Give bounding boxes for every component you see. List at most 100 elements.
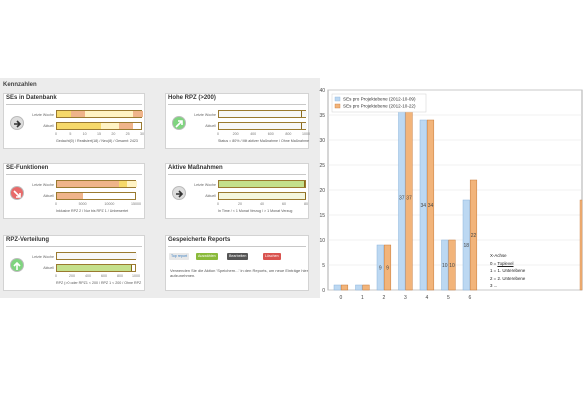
tick-label: 60 bbox=[282, 202, 286, 206]
tick-label: 400 bbox=[85, 274, 91, 278]
x-tick-label: 1 bbox=[361, 295, 364, 301]
y-tick-label: 40 bbox=[319, 88, 325, 94]
x-tick-label: 3 bbox=[404, 295, 407, 301]
panel-title: RPZ-Verteilung bbox=[6, 237, 50, 243]
arrow-up-right-icon bbox=[172, 116, 186, 130]
tick-label: 10 bbox=[82, 132, 87, 136]
panel-aktive-massnahmen[interactable]: Aktive Maßnahmen Letzte Woche Aktuell 0 2… bbox=[165, 163, 309, 219]
data-label: 34 bbox=[428, 203, 434, 209]
saved-reports-hint: Verwenden Sie die Aktion 'Speichern...' … bbox=[170, 268, 309, 278]
bar-1-series-1 bbox=[355, 284, 363, 291]
row-label-current: Aktuell bbox=[43, 124, 54, 128]
tick-label: 0 bbox=[217, 132, 219, 136]
panel-title: Aktive Maßnahmen bbox=[168, 165, 223, 171]
tick-label: 20 bbox=[111, 132, 116, 136]
y-tick-label: 10 bbox=[319, 238, 325, 244]
bar-6-series-2 bbox=[469, 179, 478, 291]
data-label: 9 bbox=[379, 266, 382, 272]
bar-current bbox=[218, 122, 307, 130]
bar-6-series-1 bbox=[462, 199, 470, 291]
panel-title: Gespeicherte Reports bbox=[168, 237, 231, 243]
row-label-last-week: Letzte Woche bbox=[32, 183, 54, 187]
dashboard-title: Kennzahlen bbox=[3, 82, 37, 88]
bar-5-series-2 bbox=[448, 239, 456, 291]
axis-ticks: 0 20 40 60 80 bbox=[217, 202, 308, 207]
tick-label: 40 bbox=[260, 202, 264, 206]
row-label-last-week: Letzte Woche bbox=[32, 113, 54, 117]
panel-se-funktionen[interactable]: SE-Funktionen Letzte Woche Aktuell 0 5000… bbox=[3, 163, 145, 219]
tick-label: 800 bbox=[285, 132, 292, 136]
axis-ticks: 0 200 400 600 800 1000 bbox=[55, 274, 140, 279]
tick-label: 15 bbox=[97, 132, 101, 136]
row-label-current: Aktuell bbox=[43, 194, 54, 198]
legend: SEs pro Projektebene (2012-10-09) SEs pro… bbox=[331, 93, 427, 113]
note-line: 2 = 2. Unterebene bbox=[490, 275, 526, 281]
arrow-right-icon bbox=[10, 116, 24, 130]
x-tick-label: 4 bbox=[426, 295, 429, 301]
bar-current bbox=[56, 264, 136, 272]
x-tick-label: 6 bbox=[469, 295, 472, 301]
tick-label: 0 bbox=[55, 132, 57, 136]
arrow-up-icon bbox=[10, 258, 24, 272]
y-tick-label: 0 bbox=[322, 288, 325, 294]
tick-label: 10000 bbox=[104, 202, 115, 206]
bar-4-series-2 bbox=[426, 119, 435, 291]
y-tick-label: 5 bbox=[322, 263, 325, 269]
tag-auswaehlen[interactable]: Auswählen bbox=[196, 253, 218, 260]
panel-caption: RPZ (>0 oder RPZ1 < 200 / RPZ 1 < 200 / … bbox=[56, 281, 142, 285]
panel-caption: Status = 80% / Mit aktiver Maßnahme / Oh… bbox=[218, 139, 309, 143]
data-label: 10 bbox=[442, 263, 448, 269]
bar-1-series-2 bbox=[362, 284, 370, 291]
bars bbox=[333, 104, 583, 291]
panel-hohe-rpz[interactable]: Hohe RPZ (>200) Letzte Woche Aktuell 0 20… bbox=[165, 93, 310, 149]
data-label: 34 bbox=[421, 203, 427, 209]
bar-0-series-1 bbox=[333, 284, 341, 291]
bar-last-week bbox=[218, 180, 306, 188]
tick-label: 20 bbox=[238, 202, 242, 206]
tick-label: 400 bbox=[250, 132, 257, 136]
bar-2-series-1 bbox=[376, 244, 384, 291]
x-tick-label: 5 bbox=[447, 295, 450, 301]
y-tick-label: 15 bbox=[319, 213, 325, 219]
note-line: 1 = 1. Unterebene bbox=[490, 268, 526, 274]
tick-label: 200 bbox=[69, 274, 75, 278]
bar-last-week bbox=[56, 252, 137, 260]
tag-loeschen[interactable]: Löschen bbox=[263, 253, 281, 260]
bar-5-series-1 bbox=[441, 239, 449, 291]
tick-label: 200 bbox=[232, 132, 239, 136]
arrow-down-right-icon bbox=[10, 186, 24, 200]
divider bbox=[168, 246, 306, 247]
note-toplevel: Toplevel bbox=[497, 260, 514, 266]
panel-ses-in-datenbank[interactable]: SEs in Datenbank Letzte Woche Aktuell 0 5… bbox=[3, 93, 145, 149]
bar-clipped-right bbox=[579, 199, 583, 291]
panel-title: SEs in Datenbank bbox=[6, 95, 57, 101]
tick-label: 5 bbox=[69, 132, 72, 136]
panel-caption: Inklusive RPZ 2 / Nur bis RPZ 1 / Unbewe… bbox=[56, 209, 129, 213]
axis-ticks: 0 200 400 600 800 1000 bbox=[217, 132, 310, 137]
note-line: 3 ... bbox=[490, 283, 498, 289]
tick-label: 80 bbox=[304, 202, 308, 206]
divider bbox=[168, 174, 306, 175]
bar-last-week bbox=[218, 110, 307, 118]
axis-ticks: 0 5 10 15 20 25 30 bbox=[55, 132, 144, 137]
axis-ticks: 0 5000 10000 15000 bbox=[55, 202, 141, 207]
row-label-current: Aktuell bbox=[205, 124, 216, 128]
note-line: 0 = Toplevel bbox=[490, 260, 525, 268]
tag-bearbeiten[interactable]: Bearbeiten bbox=[227, 253, 249, 260]
y-tick-label: 20 bbox=[319, 188, 325, 194]
bar-last-week bbox=[56, 110, 143, 118]
tag-top-report[interactable]: Top report bbox=[169, 253, 190, 260]
bar-current bbox=[218, 192, 306, 200]
tick-label: 0 bbox=[55, 202, 57, 206]
x-axis-ticks: 0 1 2 3 4 5 6 bbox=[340, 295, 472, 301]
panel-gespeicherte-reports[interactable]: Gespeicherte Reports Top report Auswähle… bbox=[165, 235, 309, 291]
row-label-current: Aktuell bbox=[43, 266, 54, 270]
note-prefix: 0 = bbox=[490, 260, 498, 266]
panel-rpz-verteilung[interactable]: RPZ-Verteilung Letzte Woche Aktuell 0 200… bbox=[3, 235, 145, 291]
tick-label: 15000 bbox=[131, 202, 141, 206]
legend-swatch bbox=[334, 96, 341, 102]
data-label: 37 bbox=[399, 196, 405, 202]
